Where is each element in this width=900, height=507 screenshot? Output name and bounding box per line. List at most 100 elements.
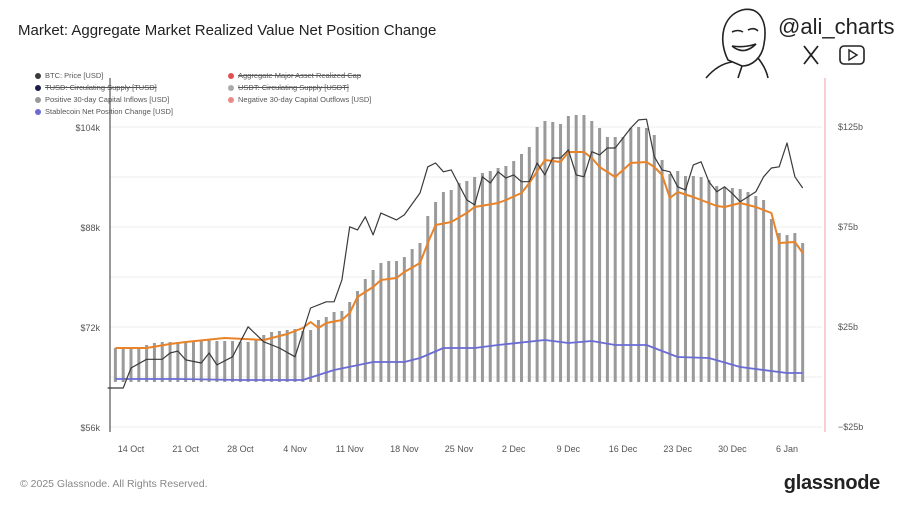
- legend-dot-icon: [228, 84, 234, 91]
- inflow-bar: [473, 177, 477, 382]
- inflow-bar: [652, 135, 656, 382]
- inflow-bar: [231, 341, 235, 382]
- y-right-tick-label: $25b: [838, 322, 858, 332]
- inflow-bar: [379, 263, 383, 382]
- inflow-bar: [559, 124, 563, 382]
- legend-label: USDT: Circulating Supply [USDT]: [238, 83, 349, 92]
- legend-item[interactable]: Positive 30-day Capital Inflows [USD]: [35, 95, 169, 104]
- inflow-bar: [121, 348, 125, 382]
- inflow-bar: [332, 312, 336, 382]
- inflow-bar: [355, 291, 359, 382]
- inflow-bar: [113, 348, 117, 382]
- copyright: © 2025 Glassnode. All Rights Reserved.: [20, 478, 208, 490]
- inflow-bar: [777, 233, 781, 382]
- inflow-bar: [480, 173, 484, 382]
- inflow-bar: [684, 176, 688, 382]
- inflow-bar: [762, 200, 766, 382]
- inflow-bar: [340, 311, 344, 382]
- legend-dot-icon: [35, 84, 41, 91]
- x-tick-label: 28 Oct: [227, 444, 254, 454]
- inflow-bar: [457, 183, 461, 382]
- x-tick-label: 30 Dec: [718, 444, 747, 454]
- inflow-bar: [730, 188, 734, 382]
- legend-label: Negative 30-day Capital Outflows [USD]: [238, 95, 372, 104]
- x-tick-label: 6 Jan: [776, 444, 798, 454]
- inflow-bar: [441, 192, 445, 382]
- inflow-bar: [793, 233, 797, 382]
- inflow-bar: [129, 348, 133, 382]
- inflow-bar: [488, 171, 492, 382]
- inflow-bar: [207, 340, 211, 382]
- legend-dot-icon: [35, 72, 41, 79]
- inflow-bar: [270, 332, 274, 382]
- inflow-bar: [535, 127, 539, 382]
- inflow-bar: [410, 249, 414, 382]
- inflow-bar: [324, 317, 328, 382]
- inflow-bar: [238, 342, 242, 382]
- x-tick-label: 16 Dec: [609, 444, 638, 454]
- inflow-bar: [738, 189, 742, 382]
- x-tick-label: 11 Nov: [336, 444, 364, 454]
- inflow-bar: [434, 202, 438, 382]
- legend-dot-icon: [228, 96, 234, 103]
- inflow-bar: [465, 181, 469, 382]
- inflow-bar: [496, 168, 500, 382]
- legend-item[interactable]: USDT: Circulating Supply [USDT]: [228, 83, 349, 92]
- legend-label: Aggregate Major Asset Realized Cap: [238, 71, 361, 80]
- y-left-tick-label: $56k: [80, 423, 100, 433]
- legend-item[interactable]: BTC: Price [USD]: [35, 71, 103, 80]
- inflow-bar: [676, 171, 680, 382]
- inflow-bar: [691, 176, 695, 382]
- inflow-bar: [301, 331, 305, 382]
- legend-dot-icon: [35, 96, 41, 103]
- inflow-bar: [371, 270, 375, 382]
- y-right-tick-label: −$25b: [838, 422, 863, 432]
- inflow-bar: [402, 257, 406, 382]
- inflow-bar: [316, 320, 320, 382]
- x-tick-label: 4 Nov: [283, 444, 307, 454]
- x-tick-label: 14 Oct: [118, 444, 145, 454]
- legend-item[interactable]: TUSD: Circulating Supply [TUSD]: [35, 83, 157, 92]
- inflow-bar: [176, 342, 180, 382]
- inflow-bar: [715, 186, 719, 382]
- x-tick-label: 23 Dec: [663, 444, 692, 454]
- inflow-bar: [754, 196, 758, 382]
- inflow-bar: [723, 187, 727, 382]
- legend-label: TUSD: Circulating Supply [TUSD]: [45, 83, 157, 92]
- legend-label: Stablecoin Net Position Change [USD]: [45, 107, 173, 116]
- inflow-bar: [598, 128, 602, 382]
- btc-price-line: [107, 118, 804, 389]
- y-left-tick-label: $104k: [75, 123, 100, 133]
- inflow-bar: [418, 243, 422, 382]
- inflow-bar: [426, 216, 430, 382]
- inflow-bar: [395, 261, 399, 382]
- legend-dot-icon: [228, 72, 234, 79]
- inflow-bar: [543, 121, 547, 382]
- inflow-bar: [254, 339, 258, 382]
- inflow-bar: [309, 330, 313, 382]
- inflow-bar: [566, 116, 570, 382]
- handle-text: @ali_charts: [778, 14, 895, 39]
- inflow-bar: [512, 161, 516, 382]
- inflow-bar: [785, 235, 789, 382]
- inflow-bar: [520, 154, 523, 382]
- inflow-bar: [168, 342, 172, 382]
- inflow-bar: [605, 137, 609, 382]
- x-tick-label: 2 Dec: [502, 444, 526, 454]
- inflow-bar: [145, 345, 149, 382]
- inflow-bar: [246, 342, 250, 382]
- inflow-bar: [387, 261, 391, 382]
- legend-label: Positive 30-day Capital Inflows [USD]: [45, 95, 170, 104]
- inflow-bar: [707, 180, 711, 382]
- legend-item[interactable]: Aggregate Major Asset Realized Cap: [228, 71, 361, 80]
- inflow-bar: [363, 279, 367, 382]
- inflow-bar: [449, 190, 453, 382]
- inflow-bar: [746, 192, 750, 382]
- legend-item[interactable]: Stablecoin Net Position Change [USD]: [35, 107, 173, 116]
- inflow-bar: [644, 128, 648, 382]
- legend-item[interactable]: Negative 30-day Capital Outflows [USD]: [228, 95, 371, 104]
- legend-label: BTC: Price [USD]: [45, 71, 104, 80]
- inflow-bar: [348, 302, 352, 382]
- inflow-bar: [184, 342, 188, 382]
